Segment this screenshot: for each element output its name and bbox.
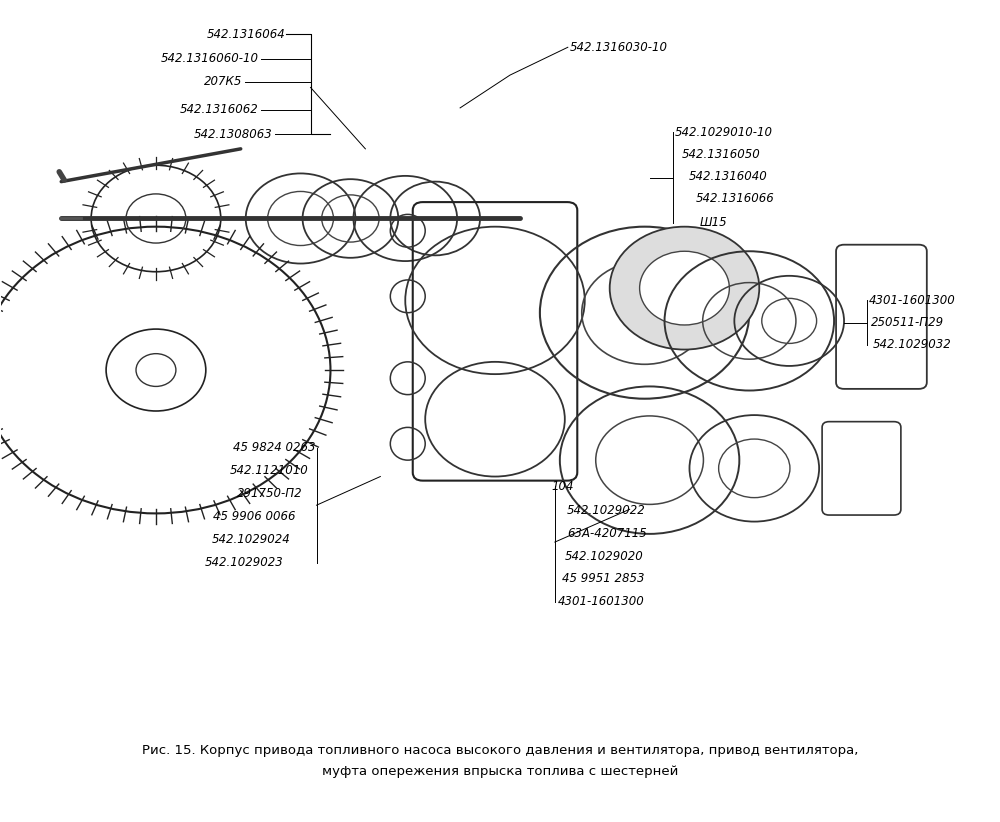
- Text: 542.1316062: 542.1316062: [180, 103, 259, 116]
- Text: 542.1316060-10: 542.1316060-10: [161, 53, 259, 65]
- Text: 542.1029022: 542.1029022: [567, 504, 646, 516]
- Text: 104: 104: [552, 480, 574, 493]
- Text: Рис. 15. Корпус привода топливного насоса высокого давления и вентилятора, приво: Рис. 15. Корпус привода топливного насос…: [142, 745, 858, 758]
- Text: 542.1029020: 542.1029020: [565, 549, 644, 562]
- Text: 542.1316050: 542.1316050: [681, 148, 760, 161]
- Circle shape: [610, 227, 759, 349]
- Text: 542.1316040: 542.1316040: [688, 170, 767, 183]
- Text: 542.1316064: 542.1316064: [207, 28, 286, 40]
- Text: 250511-П29: 250511-П29: [871, 316, 944, 329]
- Text: 542.1316030-10: 542.1316030-10: [570, 41, 668, 53]
- Text: 45 9906 0066: 45 9906 0066: [213, 510, 296, 523]
- Text: 291750-П2: 291750-П2: [237, 487, 303, 501]
- Text: 4301-1601300: 4301-1601300: [869, 294, 956, 307]
- Text: 542.1029010-10: 542.1029010-10: [675, 126, 773, 139]
- Text: 63А-4207115: 63А-4207115: [567, 527, 647, 539]
- Text: 45 9824 0263: 45 9824 0263: [233, 441, 316, 455]
- Text: Ш15: Ш15: [699, 216, 727, 229]
- Circle shape: [640, 252, 729, 325]
- Text: 207К5: 207К5: [204, 75, 243, 88]
- Text: 542.1316066: 542.1316066: [695, 192, 774, 206]
- Text: 4301-1601300: 4301-1601300: [558, 595, 645, 608]
- Text: муфта опережения впрыска топлива с шестерней: муфта опережения впрыска топлива с шесте…: [322, 765, 678, 778]
- Text: 542.1029032: 542.1029032: [873, 338, 952, 351]
- Text: 542.1029023: 542.1029023: [205, 556, 284, 569]
- Text: 542.1308063: 542.1308063: [194, 127, 273, 141]
- Text: 542.1029024: 542.1029024: [212, 533, 291, 546]
- Text: 542.1121010: 542.1121010: [230, 464, 309, 478]
- Text: 45 9951 2853: 45 9951 2853: [562, 572, 644, 585]
